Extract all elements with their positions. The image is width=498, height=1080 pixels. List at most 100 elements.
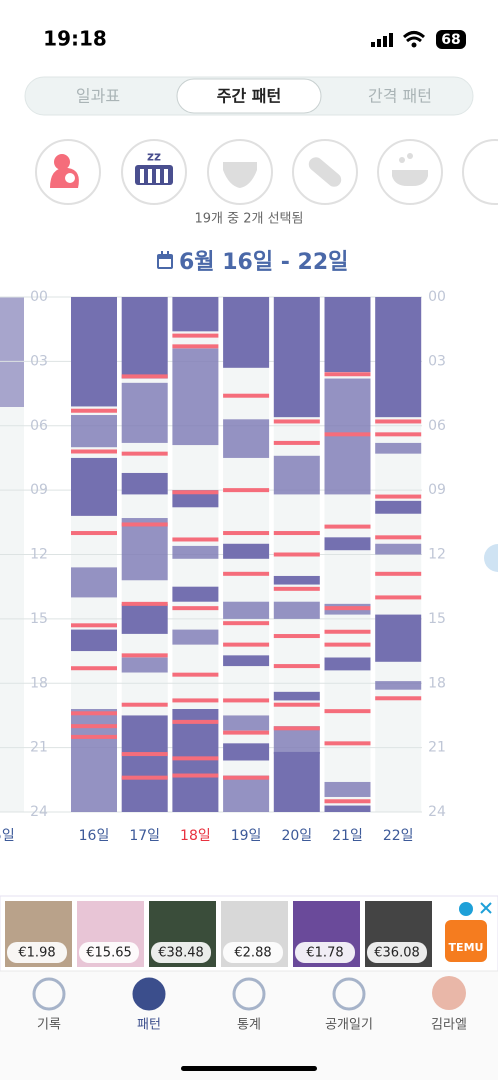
sleep-block xyxy=(273,455,320,495)
ad-close[interactable] xyxy=(480,902,492,914)
sleep-block xyxy=(324,805,371,812)
sleep-block xyxy=(121,518,168,581)
side-handle[interactable] xyxy=(484,544,498,572)
sleep-block xyxy=(172,586,219,602)
feed-mark xyxy=(121,653,168,658)
feed-mark xyxy=(324,642,371,647)
ad-info[interactable] xyxy=(459,902,473,916)
sleep-block xyxy=(71,297,117,407)
feed-mark xyxy=(223,571,270,576)
nav-icon[interactable] xyxy=(132,977,166,1011)
sleep-block xyxy=(172,709,219,812)
feed-mark xyxy=(375,535,422,540)
day-label: 19일 xyxy=(231,828,262,844)
battery-level: 68 xyxy=(441,32,460,48)
tab[interactable]: 간격 패턴 xyxy=(368,87,432,106)
sleep-block xyxy=(273,691,320,701)
feed-mark xyxy=(324,524,371,529)
nav-label[interactable]: 패턴 xyxy=(137,1018,161,1033)
feed-mark xyxy=(223,621,270,626)
ad-price-bg xyxy=(79,942,139,963)
feed-mark xyxy=(273,419,320,424)
feed-mark xyxy=(172,537,219,542)
feed-mark xyxy=(71,531,117,536)
nav-label[interactable]: 공개일기 xyxy=(325,1018,373,1033)
feed-mark xyxy=(71,724,117,729)
sleep-block xyxy=(223,715,270,731)
feed-mark xyxy=(121,752,168,757)
feed-mark xyxy=(121,702,168,707)
previous-day-sleep xyxy=(0,297,24,407)
feed-mark xyxy=(375,419,422,424)
day-label: 22일 xyxy=(383,828,414,844)
y-tick-label-left: 06 xyxy=(30,418,48,434)
ad-price: €1.98 xyxy=(18,946,55,961)
sleep-block xyxy=(273,751,320,812)
more-filter[interactable] xyxy=(462,139,498,205)
ad-brand-logo[interactable] xyxy=(445,920,487,962)
sleep-block xyxy=(273,601,320,619)
svg-text:zz: zz xyxy=(147,150,161,164)
feed-mark xyxy=(172,672,219,677)
feed-mark xyxy=(223,642,270,647)
bottom-nav xyxy=(0,971,498,1080)
day-label: 21일 xyxy=(332,828,363,844)
sleep-block xyxy=(375,297,422,418)
nav-icon[interactable] xyxy=(232,977,266,1011)
feed-mark xyxy=(121,451,168,456)
sleep-block xyxy=(375,543,422,555)
signal-icon xyxy=(371,33,393,47)
feed-mark xyxy=(273,440,320,445)
feed-mark xyxy=(375,571,422,576)
feed-mark xyxy=(172,698,219,703)
feed-mark xyxy=(375,696,422,701)
wifi-dot xyxy=(411,42,417,48)
ad-price: €1.78 xyxy=(306,946,343,961)
y-tick-label-left: 15 xyxy=(30,611,48,627)
feed-mark xyxy=(324,606,371,611)
nav-label[interactable]: 통계 xyxy=(237,1018,261,1033)
feed-mark xyxy=(273,726,320,731)
sleep-block xyxy=(121,715,168,812)
feed-mark xyxy=(71,734,117,739)
sleep-block xyxy=(273,575,320,585)
feed-mark xyxy=(71,666,117,671)
y-tick-label-left: 03 xyxy=(30,353,48,369)
filter-icons: zz xyxy=(35,139,498,205)
y-tick-label: 15 xyxy=(428,611,446,627)
sleep-block xyxy=(223,419,270,458)
feed-mark xyxy=(121,601,168,606)
sleep-block xyxy=(172,629,219,645)
y-tick-label-left: 00 xyxy=(30,289,48,305)
nav-avatar[interactable] xyxy=(432,976,466,1010)
feed-mark xyxy=(273,634,320,639)
sleep-block xyxy=(121,472,168,495)
sleep-block xyxy=(172,297,219,332)
feed-mark xyxy=(324,372,371,377)
sleep-block xyxy=(375,614,422,662)
y-tick-label: 12 xyxy=(428,547,446,563)
feed-mark xyxy=(273,702,320,707)
sleep-block xyxy=(273,297,320,418)
tab[interactable]: 주간 패턴 xyxy=(217,87,281,106)
nav-label[interactable]: 기록 xyxy=(37,1018,61,1033)
sleep-block xyxy=(121,657,168,673)
feed-mark xyxy=(172,719,219,724)
nav-icon[interactable] xyxy=(332,977,366,1011)
sleep-block xyxy=(71,567,117,598)
day-label: 18일 xyxy=(180,828,211,844)
feed-mark xyxy=(71,711,117,716)
nav-label[interactable]: 김라엘 xyxy=(431,1018,467,1033)
feed-mark xyxy=(375,432,422,437)
nav-icon[interactable] xyxy=(32,977,66,1011)
feed-mark xyxy=(273,586,320,591)
ad-price-bg xyxy=(295,942,355,963)
tab-active-bg xyxy=(176,78,322,114)
sleep-block xyxy=(121,382,168,443)
feed-mark xyxy=(223,488,270,493)
feed-mark xyxy=(121,775,168,780)
sleep-block xyxy=(172,348,219,446)
tab[interactable]: 일과표 xyxy=(76,87,120,106)
calendar-icon xyxy=(157,251,173,269)
